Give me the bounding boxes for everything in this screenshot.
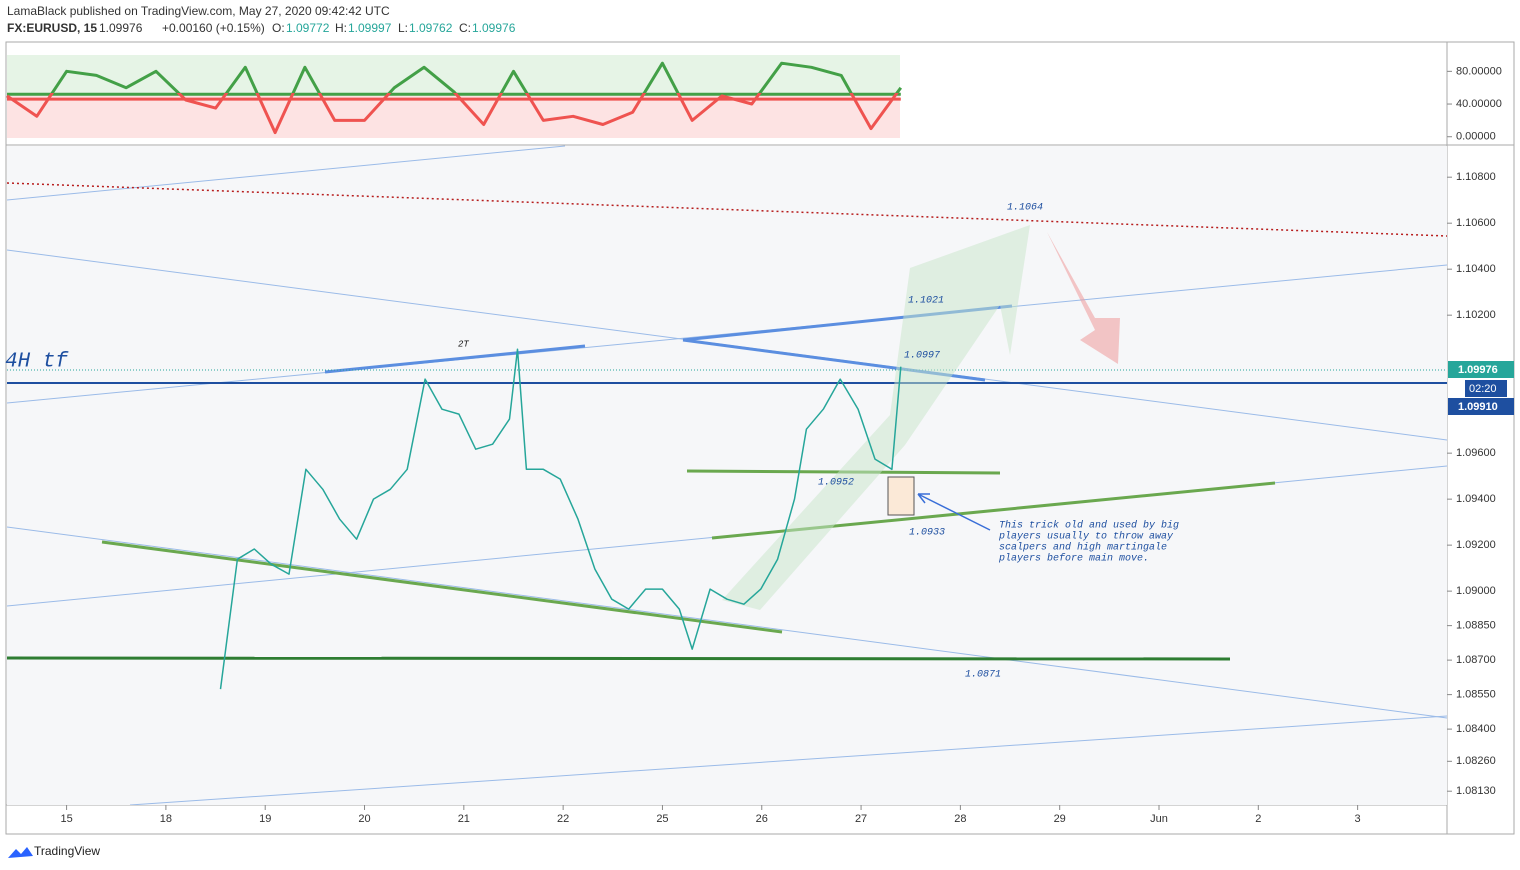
note: players before main move. [998, 553, 1149, 565]
annotation: 1.0952 [818, 478, 854, 489]
y-tick-label: 0.00000 [1456, 131, 1496, 143]
oscillator-line [50, 61, 903, 93]
x-tick-label: Jun [1150, 813, 1168, 825]
x-tick-label: 21 [458, 813, 470, 825]
annotation: 2T [458, 339, 469, 349]
trendline [7, 145, 566, 201]
oscillator-line [6, 93, 899, 135]
x-tick-label: 2 [1255, 813, 1261, 825]
y-tick-label: 1.09000 [1456, 585, 1496, 597]
logo [8, 847, 33, 858]
y-tick-label: 1.08130 [1456, 785, 1496, 797]
y-tick-label: 1.10200 [1456, 309, 1496, 321]
x-tick-label: 15 [60, 813, 72, 825]
x-tick-label: 25 [656, 813, 668, 825]
x-tick-label: 27 [855, 813, 867, 825]
y-tick-label: 80.00000 [1456, 65, 1502, 77]
trendline [129, 715, 1447, 805]
change: +0.00160 (+0.15%) [162, 21, 265, 35]
publisher: LamaBlack published on TradingView.com, … [7, 4, 390, 18]
y-tick-label: 1.10400 [1456, 263, 1496, 275]
annotation: 1.1064 [1007, 203, 1043, 214]
level-label: 1.09910 [1458, 401, 1498, 413]
note: scalpers and high martingale [999, 542, 1167, 554]
drawings [7, 145, 1447, 805]
plot-bg [7, 146, 1447, 805]
last: 1.09976 [99, 21, 143, 35]
x-tick-label: 18 [160, 813, 172, 825]
open: 1.09772 [286, 21, 330, 35]
symbol: FX:EURUSD, 15 [7, 21, 97, 35]
high: 1.09997 [348, 21, 392, 35]
open-label: O: [272, 21, 285, 35]
annotation: 1.0997 [904, 351, 940, 362]
level-tag [1448, 398, 1514, 415]
note: This trick old and used by big [999, 520, 1179, 532]
y-tick-label: 1.09600 [1456, 447, 1496, 459]
y-tick-label: 1.08850 [1456, 620, 1496, 632]
trendline [324, 344, 586, 374]
high-label: H: [335, 21, 347, 35]
brand: TradingView [34, 844, 100, 858]
y-tick-label: 1.09200 [1456, 539, 1496, 551]
y-tick-label: 1.08550 [1456, 689, 1496, 701]
price-line [219, 348, 902, 690]
arrow-down [1047, 232, 1120, 364]
annotation: 1.0933 [909, 528, 945, 539]
note: players usually to throw away [998, 531, 1174, 543]
frame [5, 41, 1515, 835]
trendline [101, 540, 783, 634]
highlight-box [887, 476, 915, 516]
low: 1.09762 [409, 21, 453, 35]
countdown-label: 02:20 [1469, 383, 1497, 395]
arrow-up [722, 225, 1030, 610]
x-tick-label: 29 [1054, 813, 1066, 825]
y-tick-label: 1.08260 [1456, 755, 1496, 767]
low-label: L: [398, 21, 408, 35]
y-tick-label: 1.09400 [1456, 493, 1496, 505]
support-line [7, 656, 1231, 661]
osc-upper-zone [7, 55, 900, 95]
y-tick-label: 1.10600 [1456, 217, 1496, 229]
last-price-tag [1448, 361, 1514, 378]
x-tick-label: 3 [1355, 813, 1361, 825]
y-tick-label: 1.08400 [1456, 723, 1496, 735]
countdown-tag [1465, 380, 1507, 397]
x-tick-label: 22 [557, 813, 569, 825]
annotation: 1.0871 [965, 670, 1001, 681]
trendline [7, 526, 1447, 719]
y-tick-label: 1.08700 [1456, 654, 1496, 666]
close: 1.09976 [472, 21, 516, 35]
x-tick-label: 28 [954, 813, 966, 825]
x-tick-label: 19 [259, 813, 271, 825]
last-price-label: 1.09976 [1458, 364, 1498, 376]
close-label: C: [459, 21, 471, 35]
trendline [7, 182, 1447, 237]
osc-lower-zone [7, 95, 900, 138]
y-tick-label: 1.10800 [1456, 171, 1496, 183]
x-tick-label: 26 [756, 813, 768, 825]
note-arrow [917, 493, 991, 531]
timeframe: 4H tf [5, 351, 69, 374]
y-tick-label: 40.00000 [1456, 98, 1502, 110]
header: LamaBlack published on TradingView.com, … [7, 4, 516, 35]
x-tick-label: 20 [358, 813, 370, 825]
annotation: 1.1021 [908, 296, 944, 307]
